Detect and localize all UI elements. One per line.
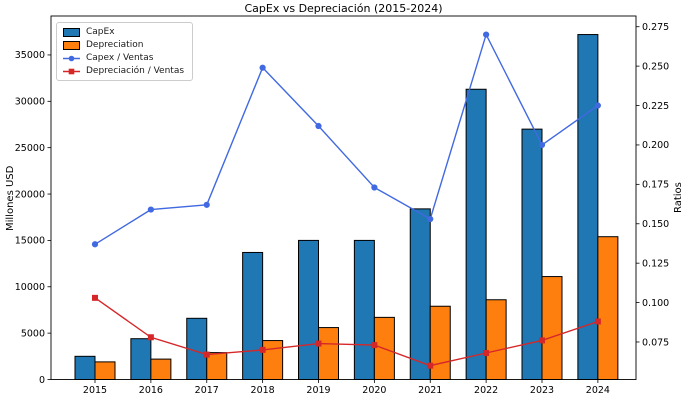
right-tick-label: 0.200 — [642, 140, 669, 151]
capex-ventas-line-swatch-icon — [63, 55, 80, 61]
left-tick-label: 35000 — [15, 50, 45, 61]
capex-bar-2016 — [130, 338, 152, 380]
legend-label: Depreciation — [86, 40, 144, 50]
legend-item-depreciacion-ventas: Depreciación / Ventas — [63, 65, 184, 77]
capex-bar-2015 — [74, 355, 96, 380]
depreciacion-ventas-point-2017 — [203, 351, 210, 358]
left-axis-label: Millones USD — [5, 165, 16, 231]
depreciacion-ventas-point-2019 — [315, 340, 322, 347]
legend-label: CapEx — [86, 27, 115, 37]
capex-bar-2018 — [242, 251, 264, 381]
depreciation-bar-2024 — [597, 236, 619, 380]
right-tick-label: 0.125 — [642, 258, 669, 269]
legend-item-depreciation: Depreciation — [63, 39, 184, 51]
depreciacion-ventas-point-2015 — [92, 294, 98, 301]
left-tick-label: 30000 — [15, 97, 45, 108]
capex-bar-2021 — [409, 208, 431, 380]
depreciacion-ventas-line-swatch-icon — [63, 68, 80, 74]
depreciacion-ventas-line — [94, 297, 599, 367]
depreciacion-ventas-point-2018 — [259, 346, 266, 353]
capex-ventas-line — [94, 32, 599, 245]
capex-ventas-point-2020 — [371, 184, 378, 191]
capex-ventas-point-2017 — [203, 201, 210, 208]
depreciacion-ventas-point-2016 — [147, 334, 154, 341]
left-tick-label: 0 — [39, 375, 45, 386]
legend-label: Depreciación / Ventas — [86, 66, 185, 76]
plot-border — [50, 15, 637, 380]
left-tick-label: 5000 — [21, 328, 45, 339]
right-tick-label: 0.075 — [642, 337, 669, 348]
depreciation-bar-2018 — [262, 340, 284, 380]
x-tick-label: 2017 — [195, 385, 219, 396]
capex-ventas-point-2019 — [315, 122, 322, 130]
x-tick-label: 2019 — [306, 385, 330, 396]
x-tick-label: 2016 — [139, 385, 163, 396]
depreciacion-ventas-point-2023 — [539, 337, 545, 344]
right-tick-label: 0.225 — [642, 101, 669, 112]
x-tick-label: 2022 — [474, 385, 498, 396]
depreciation-bar-2019 — [318, 327, 339, 381]
depreciacion-ventas-point-2020 — [371, 342, 378, 349]
capex-ventas-point-2015 — [91, 241, 99, 248]
x-tick-label: 2020 — [362, 385, 386, 396]
depreciacion-ventas-point-2021 — [427, 362, 434, 369]
capex-ventas-point-2022 — [483, 31, 490, 38]
capex-ventas-point-2024 — [594, 102, 601, 109]
capex-bar-swatch-icon — [63, 27, 80, 37]
capex-bar-2019 — [298, 239, 319, 380]
left-tick-label: 20000 — [15, 189, 45, 200]
left-tick-label: 25000 — [15, 143, 45, 154]
chart-title: CapEx vs Depreciación (2015-2024) — [244, 2, 443, 15]
capex-ventas-point-2016 — [147, 206, 154, 213]
x-tick-label: 2021 — [418, 385, 442, 396]
x-tick-label: 2023 — [530, 385, 554, 396]
legend-item-capex-ventas: Capex / Ventas — [63, 52, 184, 64]
depreciation-bar-2022 — [485, 299, 507, 381]
capex-bar-2022 — [465, 88, 487, 380]
legend-label: Capex / Ventas — [86, 53, 154, 63]
depreciation-bar-2023 — [541, 276, 563, 381]
depreciation-bar-2016 — [150, 358, 172, 380]
x-tick-label: 2015 — [83, 385, 107, 396]
capex-ventas-point-2023 — [538, 141, 546, 149]
depreciacion-ventas-point-2022 — [483, 350, 490, 357]
right-tick-label: 0.250 — [642, 61, 669, 72]
x-tick-label: 2018 — [251, 385, 275, 396]
depreciation-bar-2015 — [94, 361, 116, 380]
right-tick-label: 0.275 — [642, 22, 669, 33]
x-tick-label: 2024 — [586, 385, 610, 396]
left-tick-label: 10000 — [15, 282, 45, 293]
right-tick-label: 0.175 — [642, 180, 669, 191]
chart-legend: CapEx Depreciation Capex / Ventas Deprec… — [56, 22, 194, 81]
capex-ventas-point-2018 — [259, 64, 266, 71]
capex-ventas-point-2021 — [427, 215, 434, 223]
right-tick-label: 0.150 — [642, 219, 669, 230]
depreciacion-ventas-point-2024 — [594, 318, 601, 325]
legend-item-capex: CapEx — [63, 26, 184, 38]
capex-bar-2020 — [353, 239, 375, 380]
left-tick-label: 15000 — [15, 236, 45, 247]
right-tick-label: 0.100 — [642, 298, 669, 309]
right-axis-label: Ratios — [673, 182, 684, 214]
depreciation-bar-swatch-icon — [63, 40, 80, 50]
